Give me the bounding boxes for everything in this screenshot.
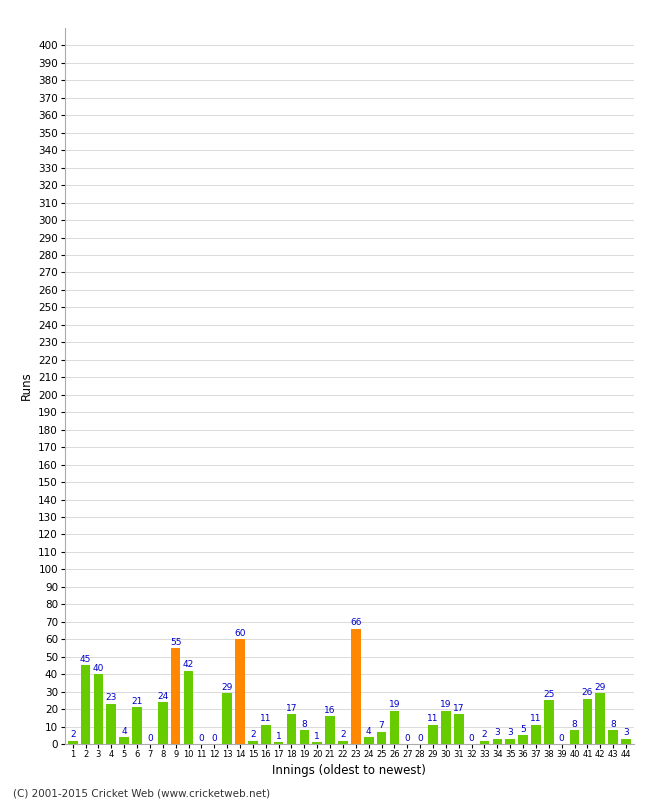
Text: 1: 1 <box>315 732 320 741</box>
Text: 26: 26 <box>582 688 593 697</box>
Text: 3: 3 <box>508 728 513 738</box>
Bar <box>184 670 193 744</box>
Bar <box>364 737 374 744</box>
Text: 11: 11 <box>427 714 439 723</box>
Text: 21: 21 <box>131 697 143 706</box>
Bar <box>531 725 541 744</box>
Bar <box>107 704 116 744</box>
Bar <box>313 742 322 744</box>
Bar <box>158 702 168 744</box>
Bar <box>518 735 528 744</box>
Bar <box>506 738 515 744</box>
Bar <box>377 732 386 744</box>
Text: 66: 66 <box>350 618 361 627</box>
Text: 4: 4 <box>366 726 372 736</box>
Text: 2: 2 <box>70 730 75 739</box>
Text: 29: 29 <box>222 683 233 692</box>
Text: 16: 16 <box>324 706 336 714</box>
Bar <box>480 741 489 744</box>
Bar <box>261 725 270 744</box>
Bar <box>493 738 502 744</box>
Bar <box>274 742 283 744</box>
Text: 55: 55 <box>170 638 181 646</box>
Bar <box>454 714 463 744</box>
Text: 0: 0 <box>198 734 204 742</box>
Text: 0: 0 <box>469 734 474 742</box>
Text: 8: 8 <box>610 720 616 729</box>
Bar <box>338 741 348 744</box>
Text: 11: 11 <box>260 714 272 723</box>
Text: 0: 0 <box>147 734 153 742</box>
Bar <box>325 716 335 744</box>
Bar <box>235 639 245 744</box>
Bar <box>171 648 181 744</box>
Bar <box>132 707 142 744</box>
Text: 40: 40 <box>93 664 104 673</box>
Text: 0: 0 <box>211 734 217 742</box>
Bar <box>222 694 232 744</box>
Text: 0: 0 <box>559 734 565 742</box>
Bar <box>287 714 296 744</box>
Text: 2: 2 <box>482 730 488 739</box>
Bar <box>608 730 618 744</box>
Bar <box>94 674 103 744</box>
Text: 4: 4 <box>122 726 127 736</box>
Text: 25: 25 <box>543 690 554 699</box>
Text: 1: 1 <box>276 732 281 741</box>
Text: 60: 60 <box>234 629 246 638</box>
Bar <box>300 730 309 744</box>
Bar <box>595 694 605 744</box>
Bar <box>351 629 361 744</box>
Text: (C) 2001-2015 Cricket Web (www.cricketweb.net): (C) 2001-2015 Cricket Web (www.cricketwe… <box>13 788 270 798</box>
Bar <box>120 737 129 744</box>
Bar <box>248 741 257 744</box>
Text: 24: 24 <box>157 692 168 701</box>
Text: 2: 2 <box>340 730 346 739</box>
Text: 0: 0 <box>417 734 423 742</box>
Bar <box>68 741 77 744</box>
Text: 3: 3 <box>623 728 629 738</box>
Text: 17: 17 <box>453 704 465 713</box>
Text: 0: 0 <box>404 734 410 742</box>
Bar <box>441 711 450 744</box>
Bar <box>81 666 90 744</box>
Text: 7: 7 <box>379 722 384 730</box>
Y-axis label: Runs: Runs <box>20 372 32 400</box>
Text: 19: 19 <box>440 701 452 710</box>
Text: 19: 19 <box>389 701 400 710</box>
Text: 11: 11 <box>530 714 541 723</box>
Bar <box>621 738 631 744</box>
Text: 8: 8 <box>302 720 307 729</box>
Text: 23: 23 <box>106 694 117 702</box>
Text: 29: 29 <box>595 683 606 692</box>
Text: 2: 2 <box>250 730 255 739</box>
Bar <box>428 725 438 744</box>
X-axis label: Innings (oldest to newest): Innings (oldest to newest) <box>272 764 426 777</box>
Bar <box>544 700 554 744</box>
Text: 5: 5 <box>520 725 526 734</box>
Text: 45: 45 <box>80 655 91 664</box>
Text: 17: 17 <box>286 704 297 713</box>
Bar <box>389 711 399 744</box>
Text: 8: 8 <box>572 720 577 729</box>
Text: 3: 3 <box>495 728 501 738</box>
Bar <box>582 698 592 744</box>
Text: 42: 42 <box>183 660 194 670</box>
Bar <box>570 730 579 744</box>
